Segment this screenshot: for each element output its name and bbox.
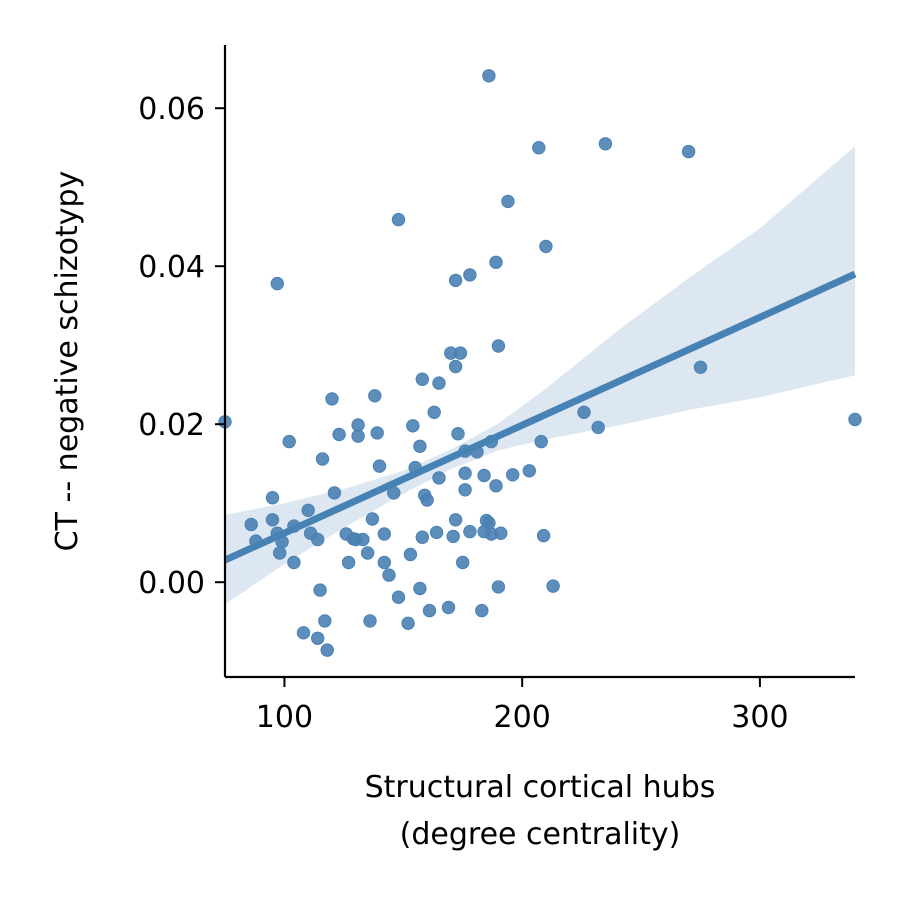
data-point <box>458 466 472 480</box>
data-point <box>313 583 327 597</box>
data-point <box>320 643 334 657</box>
data-point <box>432 471 446 485</box>
x-tick-label: 300 <box>731 700 788 735</box>
data-point <box>415 530 429 544</box>
data-point <box>265 491 280 505</box>
data-point <box>282 434 296 449</box>
data-point <box>351 418 365 432</box>
y-axis-title: CT -- negative schizotypy <box>50 171 85 552</box>
data-point <box>681 144 696 159</box>
data-point <box>482 69 496 83</box>
data-point <box>382 568 396 582</box>
data-point <box>325 392 339 406</box>
data-point <box>311 631 325 645</box>
data-point <box>448 513 463 527</box>
data-point <box>463 524 477 539</box>
data-point <box>475 603 489 618</box>
data-point <box>372 459 387 473</box>
regression-line-layer <box>223 270 857 564</box>
data-point <box>577 405 591 419</box>
data-point <box>356 532 370 547</box>
data-point <box>494 526 508 540</box>
data-point <box>370 426 384 440</box>
data-point <box>287 555 301 570</box>
data-point <box>848 412 862 427</box>
data-point <box>458 483 472 497</box>
data-point <box>301 503 315 517</box>
data-point <box>477 468 491 483</box>
data-point <box>413 439 427 453</box>
y-tick-label: 0.06 <box>138 92 205 127</box>
data-point <box>448 273 463 288</box>
data-point <box>591 420 605 435</box>
data-point <box>391 590 406 604</box>
data-point <box>391 212 406 227</box>
data-point <box>446 529 460 544</box>
data-point <box>296 626 311 640</box>
data-point <box>489 479 503 493</box>
scatter-points-layer <box>218 69 862 657</box>
data-point <box>441 600 456 615</box>
data-point <box>693 360 708 374</box>
data-point <box>332 427 346 442</box>
data-point <box>532 141 546 155</box>
data-point <box>368 389 382 403</box>
data-point <box>415 372 429 386</box>
data-point <box>327 486 342 500</box>
y-tick-label: 0.00 <box>138 566 205 601</box>
y-tick-label: 0.04 <box>138 250 205 285</box>
x-axis-title-line-2: (degree centrality) <box>400 817 681 852</box>
data-point <box>244 517 258 532</box>
data-point <box>318 614 332 628</box>
data-point <box>522 464 536 478</box>
data-point <box>546 579 560 593</box>
data-point <box>422 603 437 618</box>
data-point <box>491 339 506 353</box>
x-tick-label: 200 <box>494 700 551 735</box>
data-point <box>363 614 377 628</box>
data-point <box>506 468 520 482</box>
data-point <box>273 546 287 560</box>
data-point <box>341 555 356 570</box>
data-point <box>377 555 391 570</box>
data-point <box>451 427 465 441</box>
data-point <box>401 616 415 630</box>
data-point <box>536 528 551 543</box>
data-point <box>463 268 477 282</box>
data-point <box>265 513 280 527</box>
data-point <box>489 255 503 269</box>
data-point <box>432 376 446 390</box>
data-point <box>311 532 325 547</box>
data-point <box>598 137 613 151</box>
data-point <box>360 546 375 560</box>
data-point <box>482 516 496 530</box>
data-point <box>501 194 515 209</box>
data-point <box>453 346 468 360</box>
x-ticks: 100 200 300 <box>256 677 789 735</box>
data-point <box>448 359 463 374</box>
data-point <box>456 555 470 570</box>
x-axis-title-line-1: Structural cortical hubs <box>365 770 716 805</box>
data-point <box>377 527 391 541</box>
data-point <box>406 419 420 433</box>
regression-line <box>223 270 857 564</box>
x-tick-label: 100 <box>256 700 313 735</box>
y-ticks: 0.00 0.02 0.04 0.06 <box>138 92 225 601</box>
data-point <box>427 405 441 419</box>
data-point <box>420 493 434 507</box>
data-point <box>491 580 506 594</box>
data-point <box>403 547 418 562</box>
data-point <box>365 512 380 526</box>
data-point <box>413 581 427 596</box>
data-point <box>351 429 365 443</box>
data-point <box>539 239 553 254</box>
data-point <box>270 276 284 291</box>
data-point <box>315 452 330 466</box>
axes <box>223 45 855 679</box>
data-point <box>429 525 444 540</box>
data-point <box>534 434 548 449</box>
y-tick-label: 0.02 <box>138 408 205 443</box>
